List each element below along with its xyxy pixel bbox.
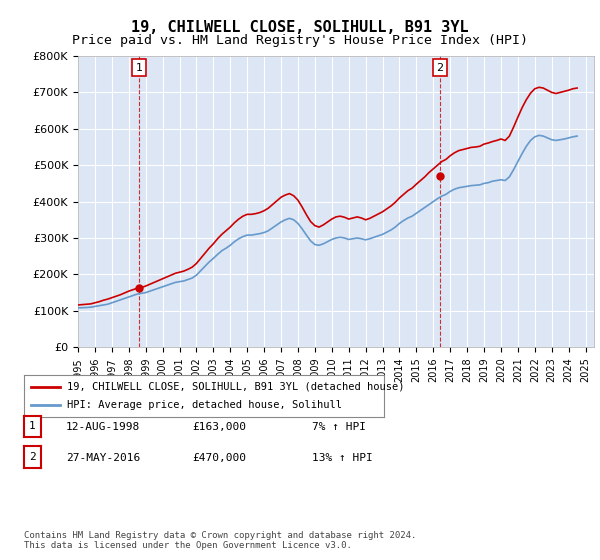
Text: Price paid vs. HM Land Registry's House Price Index (HPI): Price paid vs. HM Land Registry's House … bbox=[72, 34, 528, 46]
Text: 1: 1 bbox=[29, 421, 36, 431]
Text: 7% ↑ HPI: 7% ↑ HPI bbox=[312, 422, 366, 432]
Text: 1: 1 bbox=[136, 63, 143, 73]
Text: Contains HM Land Registry data © Crown copyright and database right 2024.
This d: Contains HM Land Registry data © Crown c… bbox=[24, 530, 416, 550]
Text: £163,000: £163,000 bbox=[192, 422, 246, 432]
Text: £470,000: £470,000 bbox=[192, 452, 246, 463]
Text: 19, CHILWELL CLOSE, SOLIHULL, B91 3YL: 19, CHILWELL CLOSE, SOLIHULL, B91 3YL bbox=[131, 20, 469, 35]
Text: 2: 2 bbox=[29, 452, 36, 462]
Text: 13% ↑ HPI: 13% ↑ HPI bbox=[312, 452, 373, 463]
Text: 27-MAY-2016: 27-MAY-2016 bbox=[66, 452, 140, 463]
Text: 2: 2 bbox=[436, 63, 443, 73]
Text: HPI: Average price, detached house, Solihull: HPI: Average price, detached house, Soli… bbox=[67, 400, 342, 410]
Text: 12-AUG-1998: 12-AUG-1998 bbox=[66, 422, 140, 432]
Text: 19, CHILWELL CLOSE, SOLIHULL, B91 3YL (detached house): 19, CHILWELL CLOSE, SOLIHULL, B91 3YL (d… bbox=[67, 382, 404, 392]
